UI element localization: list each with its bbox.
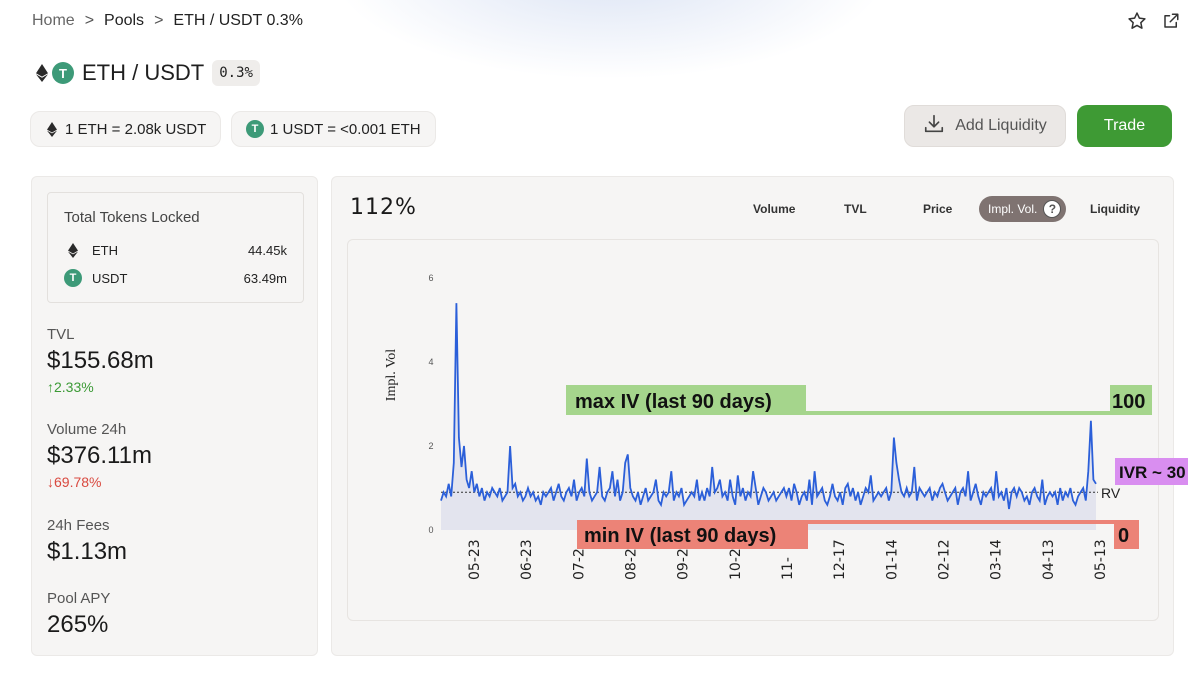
token-row-usdt: T USDT 63.49m — [64, 269, 287, 287]
token-name: USDT — [92, 270, 128, 286]
eth-icon — [32, 63, 52, 83]
y-tick-label: 0 — [428, 525, 433, 535]
x-tick-label: 12-17 — [832, 539, 848, 580]
pair-title: ETH / USDT — [82, 60, 205, 85]
min-iv-value: 0 — [1118, 525, 1129, 547]
y-tick-label: 4 — [428, 357, 433, 367]
max-iv-value-box — [1110, 385, 1152, 415]
tab-price[interactable]: Price — [923, 202, 953, 216]
usdt-icon: T — [246, 120, 264, 138]
chart-panel: 112% Volume TVL Price Impl. Vol. ? Liqui… — [331, 176, 1188, 656]
impl-vol-chart: 0 2 4 6 Impl. Vol 05-23 06-23 07-2 08-2 09-2 10-… — [384, 273, 1188, 580]
iv-area — [441, 303, 1096, 530]
token-name: ETH — [92, 242, 118, 258]
volume-label: Volume 24h — [47, 421, 127, 438]
y-axis-label: Impl. Vol — [384, 349, 399, 401]
tab-liquidity[interactable]: Liquidity — [1090, 202, 1140, 216]
x-tick-label: 11- — [780, 557, 796, 580]
usdt-icon: T — [52, 62, 74, 84]
breadcrumb-separator: > — [84, 12, 95, 29]
tab-volume[interactable]: Volume — [753, 202, 796, 216]
tvl-stat: TVL $155.68m ↑2.33% — [47, 326, 154, 395]
download-icon — [923, 113, 945, 140]
max-iv-band — [566, 385, 806, 415]
tab-tvl[interactable]: TVL — [844, 202, 867, 216]
min-iv-band — [577, 520, 808, 549]
apy-value: 265% — [47, 611, 109, 638]
y-tick-label: 6 — [428, 273, 433, 283]
y-tick-label: 2 — [428, 441, 433, 451]
header-glow — [330, 0, 890, 80]
token-amount: 63.49m — [243, 270, 287, 286]
usdt-rate-text: 1 USDT = <0.001 ETH — [270, 120, 421, 138]
apy-label: Pool APY — [47, 590, 111, 607]
usdt-icon: T — [64, 269, 82, 287]
ivr-box — [1115, 458, 1188, 485]
add-liquidity-button[interactable]: Add Liquidity — [904, 105, 1066, 147]
min-iv-line — [577, 520, 1137, 524]
x-tick-label: 10-2 — [728, 548, 744, 580]
token-row-eth: ETH 44.45k — [64, 240, 287, 260]
x-tick-label: 05-13 — [1093, 539, 1109, 580]
max-iv-value: 100 — [1112, 391, 1145, 413]
chart-area: 0 2 4 6 Impl. Vol 05-23 06-23 07-2 08-2 09-2 10-… — [347, 239, 1188, 621]
tvl-label: TVL — [47, 326, 75, 343]
x-tick-label: 01-14 — [884, 539, 900, 580]
current-value: 112% — [350, 195, 417, 220]
eth-rate-pill[interactable]: 1 ETH = 2.08k USDT — [30, 111, 222, 147]
max-iv-line — [806, 411, 1110, 415]
x-tick-label: 07-2 — [571, 548, 587, 580]
ivr-label: IVR ~ 30 — [1119, 463, 1186, 482]
rv-label: RV — [1101, 485, 1121, 501]
tvl-change: ↑2.33% — [47, 379, 94, 395]
x-tick-label: 08-2 — [624, 548, 640, 580]
volume-change: ↓69.78% — [47, 474, 102, 490]
pool-title: T ETH / USDT 0.3% — [32, 60, 260, 86]
x-tick-label: 05-23 — [467, 539, 483, 580]
min-iv-value-box — [1114, 520, 1139, 549]
eth-icon — [45, 119, 59, 139]
x-tick-label: 04-13 — [1041, 539, 1057, 580]
tvl-value: $155.68m — [47, 347, 154, 374]
tokens-locked-title: Total Tokens Locked — [64, 209, 200, 226]
breadcrumb: Home > Pools > ETH / USDT 0.3% — [32, 12, 303, 30]
usdt-rate-pill[interactable]: T 1 USDT = <0.001 ETH — [231, 111, 436, 147]
eth-rate-text: 1 ETH = 2.08k USDT — [65, 120, 207, 138]
add-liquidity-label: Add Liquidity — [955, 117, 1047, 134]
external-link-icon[interactable] — [1160, 10, 1182, 32]
apy-stat: Pool APY 265% — [47, 590, 110, 639]
fees-stat: 24h Fees $1.13m — [47, 517, 127, 566]
top-icons — [1126, 10, 1182, 32]
x-tick-label: 03-14 — [989, 539, 1005, 580]
volume-stat: Volume 24h $376.11m ↓69.78% — [47, 421, 152, 490]
help-icon[interactable]: ? — [1043, 200, 1062, 218]
token-amount: 44.45k — [247, 242, 287, 258]
trade-button[interactable]: Trade — [1077, 105, 1172, 147]
fees-value: $1.13m — [47, 538, 128, 565]
x-tick-label: 06-23 — [519, 539, 535, 580]
volume-value: $376.11m — [47, 442, 152, 469]
star-icon[interactable] — [1126, 10, 1148, 32]
eth-icon — [64, 240, 82, 260]
tokens-locked-box: Total Tokens Locked ETH 44.45k T USDT 63… — [47, 192, 304, 303]
fee-badge: 0.3% — [212, 60, 260, 86]
x-tick-label: 02-12 — [937, 539, 953, 580]
breadcrumb-pools[interactable]: Pools — [104, 12, 145, 29]
fees-label: 24h Fees — [47, 517, 110, 534]
breadcrumb-home[interactable]: Home — [32, 12, 75, 29]
chart-tabs: Volume TVL Price Impl. Vol. ? Liquidity — [732, 196, 1153, 222]
max-iv-label: max IV (last 90 days) — [575, 391, 772, 413]
breadcrumb-separator: > — [154, 12, 164, 29]
tab-impl-vol-label: Impl. Vol. — [988, 202, 1038, 216]
breadcrumb-current: ETH / USDT 0.3% — [173, 12, 303, 29]
pool-stats-panel: Total Tokens Locked ETH 44.45k T USDT 63… — [31, 176, 318, 656]
min-iv-label: min IV (last 90 days) — [584, 525, 776, 547]
iv-series-line — [440, 303, 1097, 510]
tab-impl-vol[interactable]: Impl. Vol. ? — [979, 196, 1067, 222]
x-tick-label: 09-2 — [676, 548, 692, 580]
